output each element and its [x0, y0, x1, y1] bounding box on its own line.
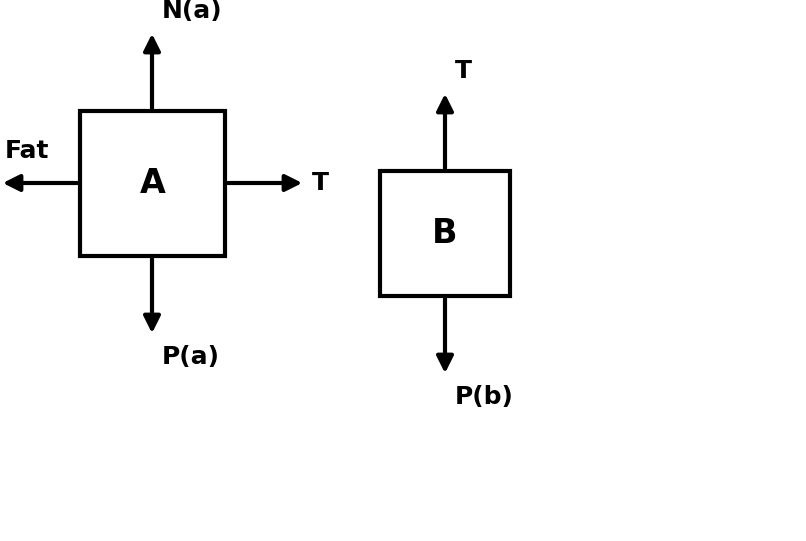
Text: B: B: [432, 217, 458, 250]
Text: P(b): P(b): [455, 385, 514, 409]
Text: N(a): N(a): [162, 0, 222, 23]
Text: P(a): P(a): [162, 345, 220, 369]
Text: T: T: [312, 171, 329, 195]
Text: Fat: Fat: [5, 139, 49, 163]
Bar: [380, 171, 510, 296]
Text: T: T: [455, 59, 472, 83]
Bar: [80, 111, 225, 256]
Text: A: A: [139, 167, 165, 200]
